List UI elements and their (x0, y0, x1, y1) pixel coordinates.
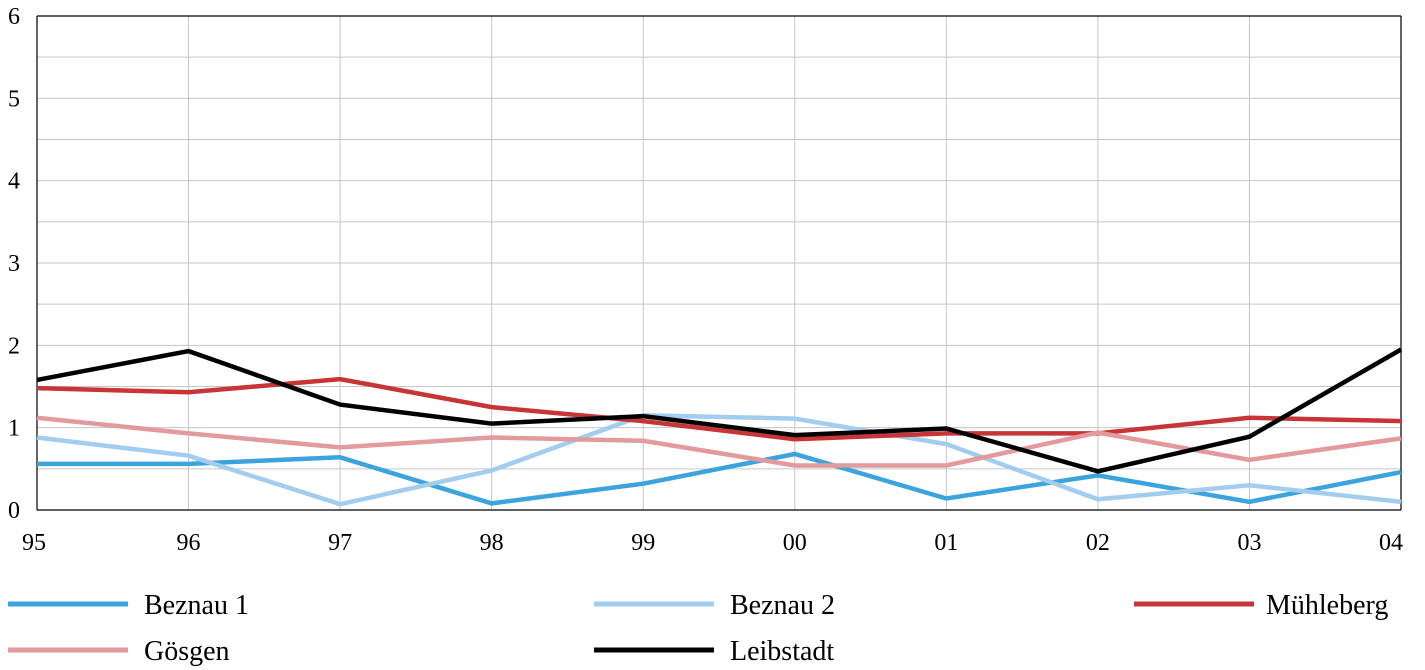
y-axis-ticks: 0 1 2 3 4 5 6 (8, 4, 20, 524)
x-tick-label: 96 (177, 530, 201, 556)
legend-label: Beznau 1 (144, 590, 249, 621)
x-tick-label: 99 (631, 530, 655, 556)
x-tick-label: 04 (1379, 530, 1403, 556)
legend-label: Mühleberg (1266, 590, 1388, 621)
x-tick-label: 98 (480, 530, 504, 556)
series-line (37, 451, 1402, 506)
x-axis-ticks: 95 96 97 98 99 00 01 02 03 04 (22, 530, 1403, 556)
legend-item: Beznau 1 (8, 590, 249, 621)
y-tick-label: 1 (8, 416, 20, 442)
series-line (36, 376, 1402, 442)
y-tick-label: 5 (8, 86, 20, 112)
x-tick-label: 01 (934, 530, 958, 556)
legend-item: Leibstadt (594, 636, 834, 667)
y-tick-label: 3 (8, 251, 20, 277)
legend-label: Gösgen (144, 636, 230, 667)
x-tick-label: 00 (783, 530, 807, 556)
y-tick-label: 6 (8, 4, 20, 30)
series-line (36, 347, 1403, 474)
x-tick-label: 03 (1237, 530, 1261, 556)
chart-grid (36, 15, 1402, 511)
legend-label: Leibstadt (730, 636, 834, 667)
x-tick-label: 02 (1086, 530, 1110, 556)
y-tick-label: 0 (8, 498, 20, 524)
legend-item: Mühleberg (1134, 590, 1388, 621)
y-tick-label: 2 (8, 333, 20, 359)
y-tick-label: 4 (8, 169, 20, 195)
x-tick-label: 97 (328, 530, 352, 556)
legend-label: Beznau 2 (730, 590, 835, 621)
series-line (36, 415, 1402, 468)
chart-series-lines (36, 347, 1403, 507)
legend-item: Beznau 2 (594, 590, 835, 621)
chart-legend: Beznau 1 Beznau 2 Mühleberg Gösgen Leibstadt (8, 590, 1388, 667)
legend-item: Gösgen (8, 636, 230, 667)
x-tick-label: 95 (22, 530, 46, 556)
series-line (36, 413, 1402, 507)
chart-axes (36, 15, 1402, 511)
